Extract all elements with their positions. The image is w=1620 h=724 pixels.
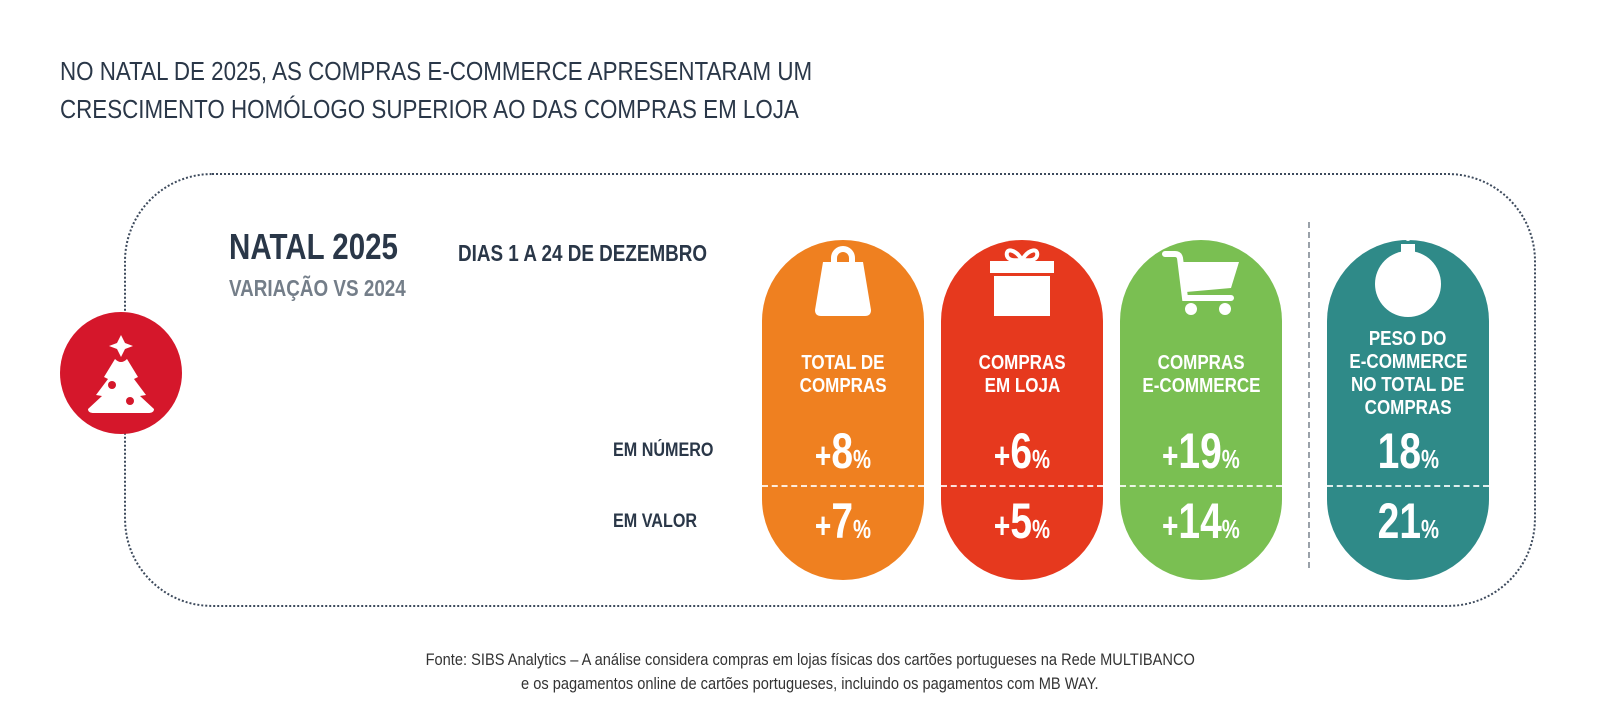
card-store-purchases: COMPRAS EM LOJA +6% +5% (941, 240, 1103, 580)
card-ecommerce-weight: PESO DO E-COMMERCE NO TOTAL DE COMPRAS 18% … (1327, 240, 1489, 580)
row-label-value: EM VALOR (613, 511, 698, 532)
christmas-tree-icon (88, 335, 154, 413)
card-label: TOTAL DE COMPRAS (799, 352, 887, 397)
headline-line-1: NO NATAL DE 2025, AS COMPRAS E-COMMERCE … (60, 56, 813, 86)
period-label: DIAS 1 A 24 DE DEZEMBRO (458, 240, 708, 266)
value-em-numero: +8% (814, 423, 872, 479)
source-note-line-1: Fonte: SIBS Analytics – A análise consid… (425, 650, 1195, 669)
row-label-number: EM NÚMERO (613, 440, 714, 461)
christmas-badge (60, 312, 182, 434)
section-separator (1308, 222, 1310, 568)
value-em-numero: +19% (1162, 423, 1240, 479)
value-em-valor: +5% (993, 493, 1051, 549)
card-ecommerce-purchases: COMPRAS E-COMMERCE +19% +14% (1120, 240, 1282, 580)
card-label: COMPRAS EM LOJA (978, 352, 1066, 397)
value-em-valor: +14% (1162, 493, 1240, 549)
shopping-bag-icon (815, 246, 871, 316)
panel-subtitle: VARIAÇÃO VS 2024 (229, 275, 406, 301)
card-total-purchases: TOTAL DE COMPRAS +8% +7% (762, 240, 924, 580)
panel-title: NATAL 2025 (229, 226, 398, 267)
headline: NO NATAL DE 2025, AS COMPRAS E-COMMERCE … (60, 52, 812, 128)
ornament-icon (1375, 240, 1441, 317)
value-em-valor: 21% (1377, 493, 1439, 549)
card-label: PESO DO E-COMMERCE NO TOTAL DE COMPRAS (1348, 328, 1468, 419)
row-divider (941, 485, 1103, 487)
row-divider (762, 485, 924, 487)
card-label: COMPRAS E-COMMERCE (1141, 352, 1261, 397)
shopping-cart-icon (1162, 251, 1239, 315)
gift-icon (990, 248, 1054, 316)
headline-line-2: CRESCIMENTO HOMÓLOGO SUPERIOR AO DAS COM… (60, 94, 799, 124)
value-em-numero: +6% (993, 423, 1051, 479)
value-em-valor: +7% (814, 493, 872, 549)
value-em-numero: 18% (1377, 423, 1439, 479)
source-note-line-2: e os pagamentos online de cartões portug… (521, 674, 1099, 693)
row-divider (1327, 485, 1489, 487)
row-divider (1120, 485, 1282, 487)
